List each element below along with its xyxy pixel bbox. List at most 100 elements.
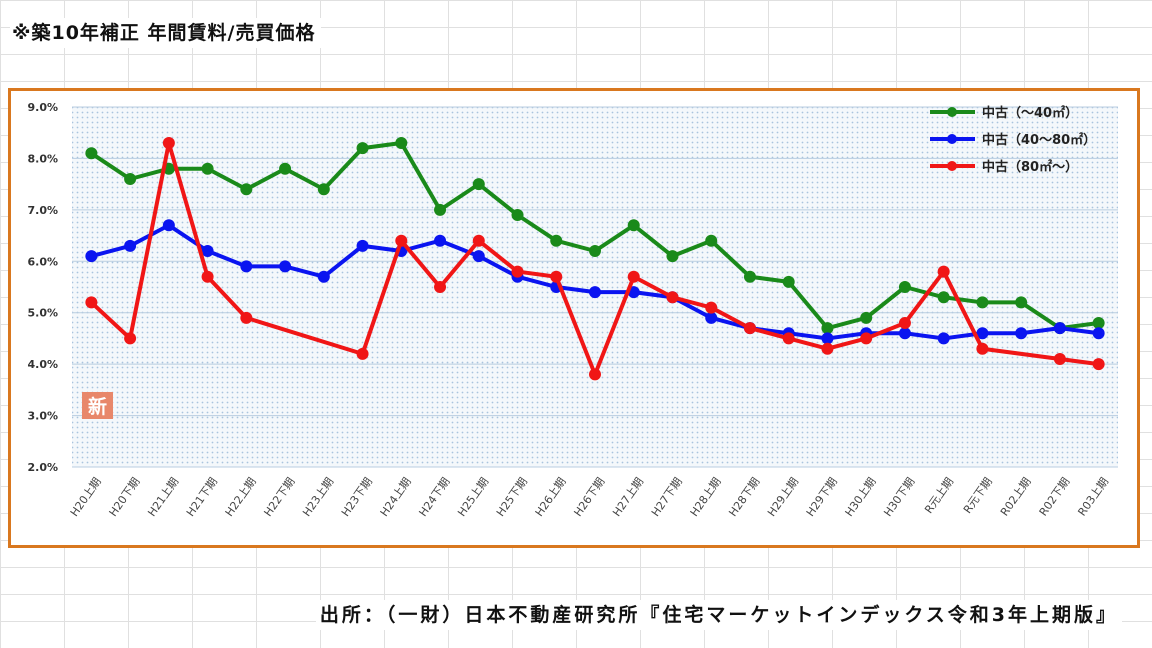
series-1	[85, 137, 1105, 335]
page-heading: ※築10年補正 年間賃料/売買価格	[10, 18, 322, 48]
legend: 中古（～40㎡） 中古（40～80㎡） 中古（80㎡～）	[930, 105, 1096, 175]
data-point	[705, 301, 718, 314]
source-note: 出所：（一財）日本不動産研究所『住宅マーケットインデックス令和3年上期版』	[315, 600, 1122, 630]
data-point	[937, 291, 950, 304]
series-line	[90, 141, 1099, 377]
data-point	[550, 270, 563, 283]
legend-label: 中古（～40㎡）	[982, 105, 1078, 121]
x-tick-label: H21上期	[145, 475, 181, 519]
x-tick-label: R元上期	[922, 475, 956, 516]
legend-label: 中古（40～80㎡）	[982, 132, 1096, 148]
data-point	[627, 270, 640, 283]
data-point	[317, 183, 330, 196]
data-point	[124, 173, 137, 185]
data-point	[434, 281, 447, 293]
data-point	[511, 265, 524, 278]
x-tick-label: H22上期	[223, 475, 259, 519]
data-point	[395, 234, 408, 247]
data-point	[356, 142, 369, 155]
data-point	[937, 265, 950, 278]
data-point	[201, 162, 214, 175]
legend-marker	[947, 134, 957, 144]
data-point	[162, 219, 175, 232]
x-tick-label: H30上期	[843, 475, 879, 519]
x-tick-label: H21下期	[184, 475, 220, 519]
data-point	[782, 332, 795, 345]
x-tick-label: H25上期	[455, 475, 491, 519]
data-point	[279, 260, 292, 273]
x-tick-label: H29下期	[804, 475, 840, 519]
data-point	[1015, 327, 1028, 340]
x-tick-label: H20上期	[68, 475, 104, 519]
legend-item: 中古（80㎡～）	[930, 159, 1078, 175]
data-point	[898, 317, 911, 329]
y-tick-label: 8.0%	[27, 152, 58, 165]
y-axis: 2.0% 3.0% 4.0% 5.0% 6.0% 7.0% 8.0% 9.0%	[27, 101, 58, 474]
data-point	[85, 250, 98, 263]
x-tick-label: H27下期	[649, 475, 685, 519]
data-point	[743, 322, 756, 335]
y-tick-label: 7.0%	[27, 204, 58, 217]
y-tick-label: 4.0%	[27, 358, 58, 371]
x-tick-label: H24下期	[416, 475, 452, 519]
data-point	[550, 234, 563, 247]
data-point	[395, 137, 408, 149]
legend-marker	[947, 107, 957, 117]
data-point	[1092, 317, 1105, 329]
data-point	[976, 296, 989, 309]
data-point	[743, 270, 756, 283]
data-point	[705, 234, 718, 247]
data-point	[937, 332, 950, 345]
data-point	[898, 327, 911, 340]
new-badge-label: 新	[88, 395, 107, 418]
data-point	[976, 342, 989, 355]
x-tick-label: H22下期	[261, 475, 297, 519]
data-point	[356, 347, 369, 360]
data-point	[240, 183, 253, 196]
x-tick-label: H30下期	[881, 475, 917, 519]
data-point	[317, 270, 330, 283]
data-point	[976, 327, 989, 340]
x-tick-label: H25下期	[494, 475, 530, 519]
data-point	[240, 260, 253, 273]
legend-item: 中古（40～80㎡）	[930, 132, 1096, 148]
data-point	[472, 234, 485, 247]
data-point	[162, 137, 175, 149]
x-tick-label: H23下期	[339, 475, 375, 519]
x-tick-label: R02下期	[1037, 475, 1073, 518]
data-point	[85, 147, 98, 160]
x-tick-label: H29上期	[765, 475, 801, 519]
y-tick-label: 6.0%	[27, 255, 58, 268]
data-point	[821, 332, 834, 345]
y-tick-label: 5.0%	[27, 307, 58, 320]
new-badge: 新	[82, 392, 113, 419]
data-point	[860, 311, 873, 324]
data-point	[1092, 327, 1105, 340]
data-point	[240, 311, 253, 324]
x-tick-label: H26上期	[533, 475, 569, 519]
legend-marker	[947, 161, 957, 171]
series-layer	[85, 137, 1105, 381]
data-point	[434, 203, 447, 216]
data-point	[898, 281, 911, 293]
series-3	[85, 137, 1105, 381]
x-axis: H20上期 H20下期 H21上期 H21下期 H22上期 H22下期 H23上期 H23下期…	[68, 475, 1111, 519]
data-point	[821, 322, 834, 335]
data-point	[85, 296, 98, 309]
data-point	[201, 245, 214, 257]
data-point	[279, 162, 292, 175]
data-point	[434, 234, 447, 247]
y-tick-label: 2.0%	[27, 461, 58, 474]
data-point	[589, 245, 601, 257]
data-point	[860, 332, 873, 345]
data-point	[1053, 353, 1066, 365]
data-point	[705, 311, 718, 324]
x-tick-label: R元下期	[961, 475, 995, 516]
data-point	[201, 270, 214, 283]
data-point	[666, 250, 679, 263]
data-point	[1053, 322, 1066, 335]
data-point	[124, 239, 137, 252]
y-tick-label: 9.0%	[27, 101, 58, 114]
legend-label: 中古（80㎡～）	[982, 159, 1078, 175]
